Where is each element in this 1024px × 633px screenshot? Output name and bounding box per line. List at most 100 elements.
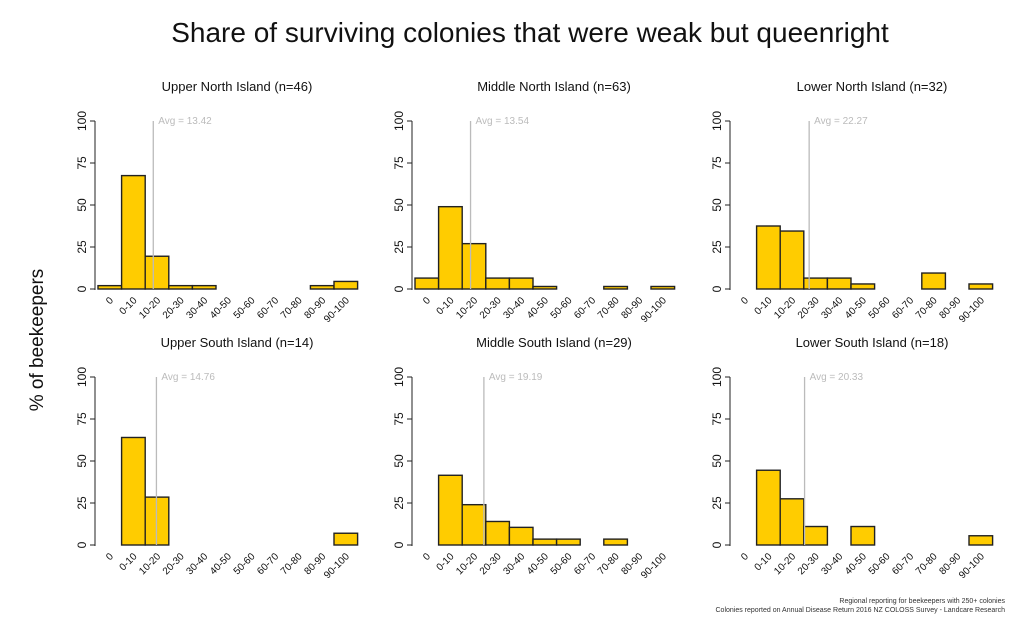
panel-title: Upper South Island (n=14)	[161, 335, 314, 350]
x-tick-label: 0	[104, 295, 116, 307]
x-tick-label: 10-20	[137, 551, 163, 577]
page-title: Share of surviving colonies that were we…	[171, 17, 889, 48]
bar	[191, 284, 217, 290]
x-tick-label: 70-80	[279, 551, 305, 577]
y-tick-label: 100	[75, 367, 89, 387]
y-tick-label: 100	[75, 111, 89, 131]
x-tick-label: 70-80	[596, 551, 622, 577]
bar	[968, 283, 994, 290]
avg-label: Avg = 19.19	[489, 372, 543, 383]
bar	[968, 535, 994, 546]
x-tick-label: 50-60	[867, 551, 893, 577]
bar	[532, 538, 558, 546]
x-tick-label: 40-50	[525, 551, 551, 577]
panel-title: Lower North Island (n=32)	[797, 79, 948, 94]
bar	[603, 538, 629, 546]
y-tick-label: 0	[710, 541, 724, 548]
bar	[508, 526, 534, 546]
bar	[485, 520, 511, 546]
bar	[850, 525, 876, 546]
x-tick-label: 70-80	[279, 295, 305, 321]
x-tick-label: 60-70	[890, 295, 916, 321]
bar	[437, 205, 463, 290]
y-tick-label: 100	[710, 367, 724, 387]
y-tick-label: 25	[392, 496, 406, 510]
avg-label: Avg = 14.76	[161, 372, 215, 383]
y-tick-label: 25	[710, 496, 724, 510]
bar	[803, 525, 829, 546]
footnote-line-1: Regional reporting for beekeepers with 2…	[839, 598, 1005, 605]
avg-label: Avg = 20.33	[810, 372, 864, 383]
y-tick-label: 0	[392, 541, 406, 548]
x-tick-label: 20-30	[796, 551, 822, 577]
x-tick-label: 50-60	[867, 295, 893, 321]
avg-label: Avg = 22.27	[814, 116, 868, 127]
bar	[168, 284, 194, 290]
y-tick-label: 25	[75, 496, 89, 510]
x-tick-label: 50-60	[232, 295, 258, 321]
panel-title: Middle South Island (n=29)	[476, 335, 632, 350]
x-tick-label: 30-40	[819, 551, 845, 577]
x-tick-label: 10-20	[454, 295, 480, 321]
y-tick-label: 25	[392, 240, 406, 254]
bar	[144, 255, 170, 290]
y-tick-label: 25	[75, 240, 89, 254]
y-tick-label: 0	[75, 285, 89, 292]
bar	[555, 538, 581, 546]
x-tick-label: 30-40	[501, 295, 527, 321]
y-tick-label: 0	[75, 541, 89, 548]
x-tick-label: 20-30	[796, 295, 822, 321]
x-tick-label: 0	[421, 551, 433, 563]
bar	[826, 277, 852, 290]
x-tick-label: 60-70	[255, 551, 281, 577]
bar	[414, 277, 440, 290]
bar	[850, 283, 876, 290]
x-tick-label: 40-50	[525, 295, 551, 321]
y-tick-label: 75	[392, 156, 406, 170]
x-tick-label: 30-40	[819, 295, 845, 321]
bar	[437, 474, 463, 546]
x-tick-label: 40-50	[208, 551, 234, 577]
x-tick-label: 10-20	[772, 295, 798, 321]
x-tick-label: 30-40	[184, 551, 210, 577]
x-tick-label: 20-30	[478, 551, 504, 577]
x-tick-label: 60-70	[572, 551, 598, 577]
bar	[333, 280, 359, 290]
bar	[333, 532, 359, 546]
y-tick-label: 0	[392, 285, 406, 292]
x-tick-label: 0	[421, 295, 433, 307]
bar	[603, 285, 629, 290]
x-tick-label: 0	[739, 551, 751, 563]
y-tick-label: 0	[710, 285, 724, 292]
bar	[309, 284, 335, 290]
x-tick-label: 90-100	[639, 295, 669, 325]
x-tick-label: 10-20	[454, 551, 480, 577]
panel-title: Lower South Island (n=18)	[796, 335, 949, 350]
panel-title: Upper North Island (n=46)	[162, 79, 313, 94]
x-tick-label: 10-20	[137, 295, 163, 321]
y-tick-label: 50	[392, 198, 406, 212]
bar	[755, 225, 781, 290]
y-tick-label: 50	[392, 454, 406, 468]
bar	[508, 277, 534, 290]
x-tick-label: 20-30	[161, 295, 187, 321]
y-tick-label: 25	[710, 240, 724, 254]
x-tick-label: 90-100	[322, 551, 352, 581]
x-tick-label: 50-60	[232, 551, 258, 577]
y-tick-label: 75	[392, 412, 406, 426]
bar	[97, 284, 123, 290]
y-tick-label: 100	[710, 111, 724, 131]
footnote-line-2: Colonies reported on Annual Disease Retu…	[716, 607, 1006, 614]
y-tick-label: 50	[710, 454, 724, 468]
x-tick-label: 30-40	[501, 551, 527, 577]
bar	[779, 230, 805, 290]
y-tick-label: 75	[75, 156, 89, 170]
x-tick-label: 30-40	[184, 295, 210, 321]
